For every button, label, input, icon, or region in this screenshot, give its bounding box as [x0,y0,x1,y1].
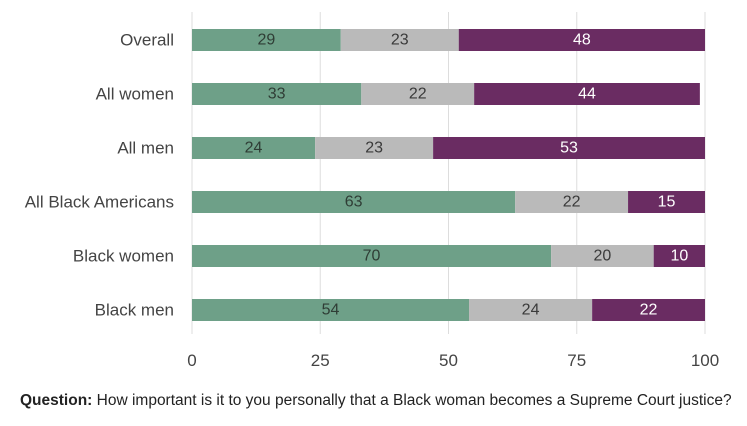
question-text: How important is it to you personally th… [92,392,732,409]
bar-segment-0-2 [458,29,705,51]
bar-segment-5-1 [469,299,593,321]
bar-segment-2-0 [192,137,316,159]
bar-segment-1-2 [474,83,700,105]
data-label-5-1: 24 [522,302,540,319]
bar-segment-2-2 [433,137,705,159]
bar-segment-0-1 [340,29,459,51]
data-label-1-2: 44 [578,86,596,103]
data-label-0-0: 29 [257,32,275,49]
bar-segment-3-2 [628,191,705,213]
bars [192,29,705,321]
category-label-1: All women [96,85,174,104]
bar-segment-2-1 [315,137,434,159]
x-tick-label-2: 50 [439,351,458,370]
category-label-4: Black women [73,247,174,266]
data-label-0-1: 23 [391,32,409,49]
category-label-5: Black men [95,301,174,320]
data-label-2-0: 24 [245,140,263,157]
bar-segment-4-0 [192,245,552,267]
bar-segment-1-0 [192,83,362,105]
data-label-5-2: 22 [640,302,658,319]
chart: 29 23 48 33 22 44 24 23 53 63 22 15 70 20 10 54 24 22 Ove… [25,12,719,370]
data-label-4-1: 20 [594,248,612,265]
bar-segment-0-0 [192,29,341,51]
data-label-1-1: 22 [409,86,427,103]
bar-segment-3-0 [192,191,516,213]
category-label-0: Overall [120,31,174,50]
x-tick-label-3: 75 [567,351,586,370]
gridlines [191,12,706,334]
data-label-4-2: 10 [670,248,688,265]
bar-segment-1-1 [361,83,475,105]
question-footnote: Question: How important is it to you per… [20,391,735,410]
category-labels: Overall All women All men All Black America… [25,31,174,320]
data-label-1-0: 33 [268,86,286,103]
data-label-0-2: 48 [573,32,591,49]
x-tick-label-0: 0 [187,351,196,370]
data-label-5-0: 54 [322,302,340,319]
stacked-bar-chart: 29 23 48 33 22 44 24 23 53 63 22 15 70 20 10 54 24 22 Ove… [25,12,719,370]
data-label-2-1: 23 [365,140,383,157]
bar-segment-3-1 [515,191,629,213]
bar-segment-5-0 [192,299,470,321]
bar-segment-4-2 [653,245,705,267]
category-label-3: All Black Americans [25,193,174,212]
bar-segment-4-1 [551,245,654,267]
data-label-2-2: 53 [560,140,578,157]
data-label-4-0: 70 [363,248,381,265]
question-label: Question: [20,392,93,409]
data-label-3-0: 63 [345,194,363,211]
bar-segment-5-2 [592,299,705,321]
data-label-3-2: 15 [658,194,676,211]
x-tick-labels: 0 25 50 75 100 [187,351,719,370]
category-label-2: All men [117,139,174,158]
x-tick-label-1: 25 [311,351,330,370]
x-tick-label-4: 100 [691,351,719,370]
data-labels: 29 23 48 33 22 44 24 23 53 63 22 15 70 20 10 54 24 22 [245,32,689,319]
data-label-3-1: 22 [563,194,581,211]
